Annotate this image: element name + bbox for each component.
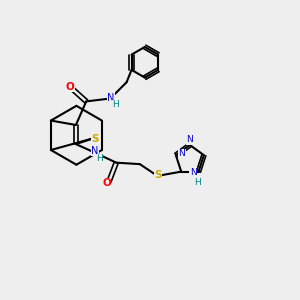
Text: H: H <box>194 178 200 187</box>
Text: N: N <box>187 135 193 144</box>
Text: S: S <box>154 170 162 180</box>
Text: N: N <box>91 146 98 156</box>
Text: O: O <box>102 178 111 188</box>
Text: N: N <box>178 149 185 158</box>
Text: H: H <box>112 100 119 109</box>
Text: N: N <box>107 93 115 103</box>
Text: N: N <box>190 168 196 177</box>
Text: S: S <box>91 134 99 144</box>
Text: O: O <box>66 82 74 92</box>
Text: H: H <box>96 154 103 163</box>
